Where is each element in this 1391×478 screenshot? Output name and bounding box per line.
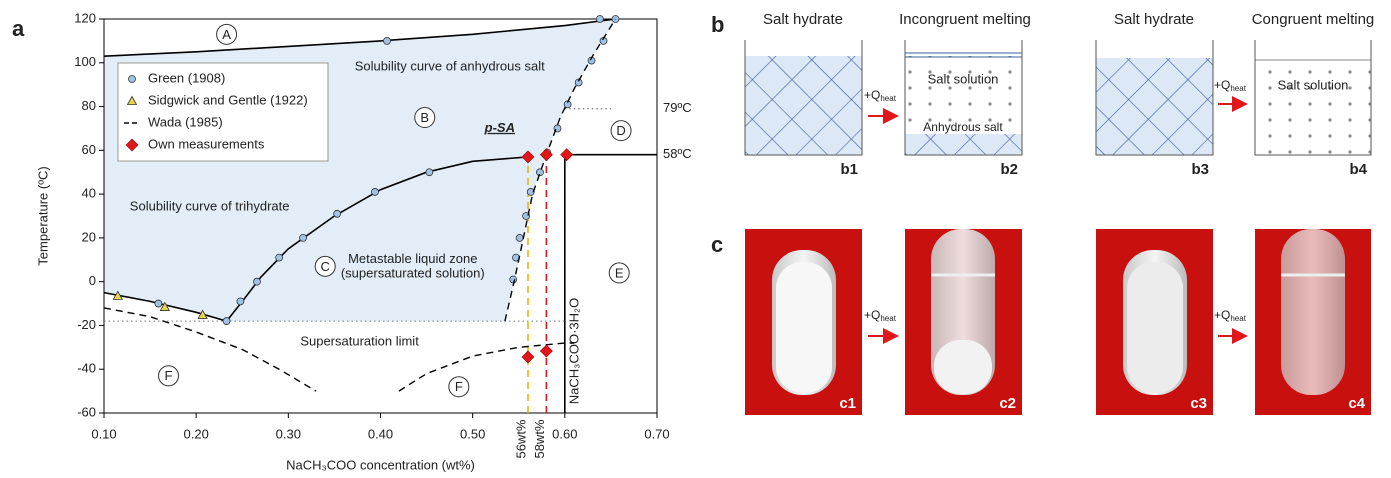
data-point <box>223 318 230 325</box>
data-point <box>253 278 260 285</box>
box-title: Congruent melting <box>1252 11 1375 28</box>
content-label: Salt solution <box>1278 77 1349 92</box>
heat-label: +Qheat <box>864 88 897 103</box>
data-point <box>371 188 378 195</box>
annotation: (supersaturated solution) <box>341 265 485 280</box>
legend-label: Wada (1985) <box>148 114 223 129</box>
box-label: b3 <box>1191 161 1209 178</box>
panel-label: a <box>12 16 25 41</box>
reference-label: NaCH₃COO·3H₂O <box>566 298 581 404</box>
box-label: b1 <box>840 161 858 178</box>
annotation: p-SA <box>484 120 515 135</box>
y-tick-label: 40 <box>82 186 96 201</box>
x-tick-label: 0.10 <box>91 426 116 441</box>
region-label: F <box>165 368 173 383</box>
annotation: Solubility curve of trihydrate <box>130 199 290 214</box>
box-title: Salt hydrate <box>763 11 843 28</box>
data-point <box>596 16 603 23</box>
data-point <box>426 169 433 176</box>
panel-c: c1 c2 c3 c4 +Qheat +Qheat <box>745 229 1371 415</box>
region-label: A <box>222 27 231 42</box>
panel-label: c <box>711 232 723 257</box>
region-label: F <box>455 379 463 394</box>
annotation: Supersaturation limit <box>300 334 419 349</box>
data-point <box>510 276 517 283</box>
panel-a: 0.10 0.20 0.30 0.40 0.50 0.60 0.70 -60 -40 -20 0 20… <box>35 10 691 472</box>
data-point <box>155 300 162 307</box>
data-point <box>383 37 390 44</box>
box-label: b4 <box>1349 161 1367 178</box>
data-point <box>276 254 283 261</box>
box-title: Incongruent melting <box>899 11 1031 28</box>
legend-swatch <box>129 76 136 83</box>
region-label: E <box>615 265 624 280</box>
annotation: Metastable liquid zone <box>348 251 477 266</box>
y-tick-label: -40 <box>77 361 96 376</box>
x-tick-label: 0.30 <box>276 426 301 441</box>
salt-hydrate <box>1096 58 1213 155</box>
x-tick-label: 0.70 <box>644 426 669 441</box>
legend-label: Own measurements <box>148 136 265 151</box>
y-tick-label: -20 <box>77 317 96 332</box>
data-point <box>561 149 573 161</box>
panel-label: b <box>711 12 724 37</box>
photo-label: c2 <box>999 395 1016 412</box>
y-tick-label: 60 <box>82 142 96 157</box>
heat-label: +Qheat <box>1214 308 1247 323</box>
y-tick-label: 20 <box>82 229 96 244</box>
region-label: C <box>321 259 330 274</box>
reference-label: 56wt% <box>513 419 528 458</box>
solid-salt <box>1127 262 1183 393</box>
figure: a b c Salt hydrate Incongruent melting S… <box>0 0 1391 478</box>
photo-label: c3 <box>1190 395 1207 412</box>
x-tick-label: 0.50 <box>460 426 485 441</box>
y-tick-label: 80 <box>82 98 96 113</box>
data-point <box>334 210 341 217</box>
solid-salt <box>776 262 832 393</box>
content-label: Anhydrous salt <box>923 120 1003 134</box>
x-tick-label: 0.40 <box>368 426 393 441</box>
region-label: B <box>420 110 429 125</box>
tube <box>1281 229 1345 395</box>
reference-label: 58wt% <box>532 419 547 458</box>
data-point <box>540 345 552 357</box>
salt-hydrate <box>745 56 862 155</box>
x-axis-label: NaCH₃COO concentration (wt%) <box>286 457 475 472</box>
data-point <box>612 16 619 23</box>
box-title: Salt hydrate <box>1114 11 1194 28</box>
photo-label: c1 <box>839 395 856 412</box>
legend-label: Sidgwick and Gentle (1922) <box>148 92 308 107</box>
y-axis-label: Temperature (ºC) <box>35 166 50 265</box>
heat-label: +Qheat <box>1214 78 1247 93</box>
panel-b: Salt hydrate Incongruent melting Salt hy… <box>745 11 1374 178</box>
y-tick-label: -60 <box>77 404 96 419</box>
data-point <box>516 234 523 241</box>
y-tick-label: 120 <box>74 10 96 25</box>
anhydrous-layer <box>905 134 1022 155</box>
y-tick-label: 100 <box>74 54 96 69</box>
data-point <box>300 234 307 241</box>
y-tick-label: 0 <box>89 273 96 288</box>
reference-label: 58ºC <box>663 146 692 161</box>
photo-label: c4 <box>1348 395 1365 412</box>
legend-label: Green (1908) <box>148 70 225 85</box>
data-point <box>237 298 244 305</box>
content-label: Salt solution <box>928 71 999 86</box>
box-label: b2 <box>1000 161 1018 178</box>
heat-label: +Qheat <box>864 308 897 323</box>
data-point <box>522 351 534 363</box>
x-tick-label: 0.20 <box>184 426 209 441</box>
annotation: Solubility curve of anhydrous salt <box>355 59 545 74</box>
reference-label: 79ºC <box>663 100 692 115</box>
x-tick-label: 0.60 <box>552 426 577 441</box>
anhydrous-salt <box>934 340 992 394</box>
region-label: D <box>616 123 625 138</box>
